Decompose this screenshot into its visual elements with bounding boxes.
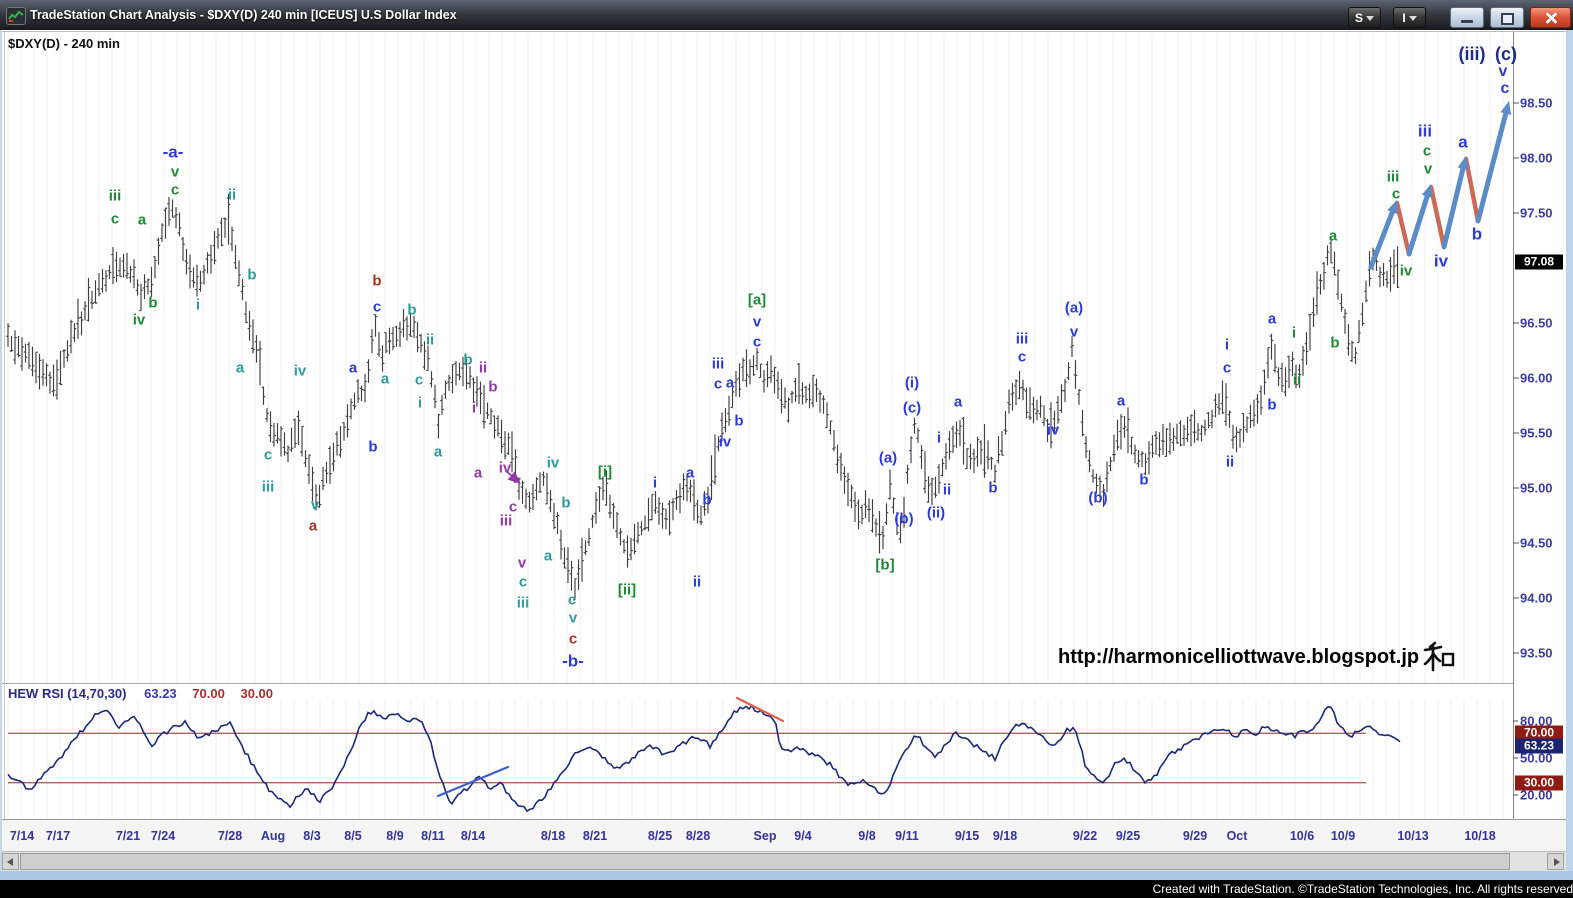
window-right-border: [1566, 30, 1573, 871]
projection-arrow: [505, 470, 513, 477]
chart-analysis-icon: [6, 7, 26, 25]
scroll-right-button[interactable]: [1547, 853, 1564, 870]
status-bar: Created with TradeStation. ©TradeStation…: [0, 880, 1573, 898]
close-button[interactable]: [1530, 7, 1571, 28]
price-bars: [6, 193, 1400, 601]
window-frame-strip: [0, 871, 1573, 880]
projection-arrow: [1441, 166, 1466, 250]
indicator-menu-label: I: [1402, 11, 1406, 25]
arrowhead-icon: [1387, 200, 1398, 215]
gridlines: [7, 33, 1504, 819]
minimize-button[interactable]: [1450, 7, 1484, 28]
arrowhead-icon: [1457, 156, 1469, 170]
arrowhead-icon: [1421, 184, 1433, 199]
projection-pullback-line: [1394, 200, 1412, 257]
arrowhead-icon: [1500, 101, 1512, 115]
projection-pullback-line: [1428, 184, 1447, 250]
projection-arrow: [1368, 209, 1395, 270]
scroll-left-button[interactable]: [2, 853, 19, 870]
indicator-menu-button[interactable]: I: [1393, 7, 1426, 28]
projection-arrow: [1406, 193, 1430, 257]
window-left-border: [0, 30, 2, 871]
style-menu-label: S: [1354, 11, 1363, 25]
minimize-icon: [1461, 20, 1473, 23]
restore-button[interactable]: [1490, 7, 1524, 28]
scrollbar-thumb[interactable]: [20, 853, 1510, 870]
close-icon: [1544, 11, 1558, 25]
rsi-trendline: [436, 765, 510, 798]
time-axis: [0, 819, 1573, 852]
style-menu-button[interactable]: S: [1348, 7, 1381, 28]
rsi-line: [7, 704, 1401, 813]
arrowhead-icon: [507, 471, 521, 484]
title-bar: TradeStation Chart Analysis - $DXY(D) 24…: [0, 0, 1573, 30]
rsi-trendline: [735, 696, 785, 723]
arrow-left-icon: [7, 858, 13, 866]
chevron-down-icon: [1366, 16, 1374, 22]
window-title: TradeStation Chart Analysis - $DXY(D) 24…: [30, 8, 457, 22]
chevron-down-icon: [1408, 16, 1417, 22]
horizontal-scrollbar[interactable]: [0, 851, 1573, 872]
restore-icon: [1500, 13, 1514, 25]
projection-arrow: [1475, 111, 1509, 224]
arrow-right-icon: [1554, 858, 1560, 866]
